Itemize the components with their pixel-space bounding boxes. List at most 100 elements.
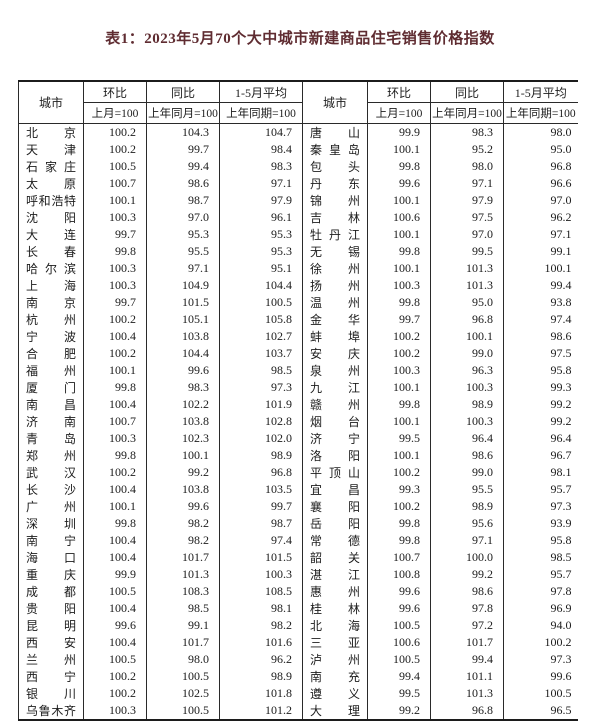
city-name: 天津	[26, 143, 76, 157]
index-value-cell: 99.7	[146, 141, 220, 158]
index-value-cell: 103.8	[146, 328, 220, 345]
index-value-cell: 99.2	[367, 702, 431, 720]
city-name-cell: 长沙	[18, 481, 84, 498]
city-name-cell: 石家庄	[18, 158, 84, 175]
index-value-cell: 97.5	[503, 345, 578, 362]
index-value-cell: 99.8	[83, 447, 147, 464]
city-name: 安庆	[310, 347, 360, 361]
index-value-cell: 100.6	[367, 209, 431, 226]
table-row: 天津 100.2 99.7 98.4 秦皇岛 100.1 95.2 95.0	[18, 141, 578, 158]
city-name-cell: 南京	[18, 294, 84, 311]
table-row: 北京 100.2 104.3 104.7 唐山 99.9 98.3 98.0	[18, 123, 578, 141]
city-name: 上海	[26, 279, 76, 293]
index-value-cell: 100.2	[367, 498, 431, 515]
index-value-cell: 99.8	[83, 243, 147, 260]
city-name-cell: 合肥	[18, 345, 84, 362]
city-name: 长沙	[26, 483, 76, 497]
city-name: 合肥	[26, 347, 76, 361]
index-value-cell: 97.8	[503, 583, 578, 600]
city-name: 石家庄	[26, 160, 76, 174]
table-row: 深圳 99.8 98.2 98.7 岳阳 99.8 95.6 93.9	[18, 515, 578, 532]
index-value-cell: 99.8	[367, 396, 431, 413]
table-row: 南京 99.7 101.5 100.5 温州 99.8 95.0 93.8	[18, 294, 578, 311]
index-value-cell: 98.5	[503, 549, 578, 566]
city-name-cell: 郑州	[18, 447, 84, 464]
city-name-cell: 烟台	[302, 413, 368, 430]
index-value-cell: 96.8	[430, 311, 504, 328]
index-value-cell: 99.6	[83, 617, 147, 634]
table-row: 太原 100.7 98.6 97.1 丹东 99.6 97.1 96.6	[18, 175, 578, 192]
header-yoy-base-right: 上年同月=100	[430, 102, 504, 124]
index-value-cell: 100.1	[367, 226, 431, 243]
table-row: 杭州 100.2 105.1 105.8 金华 99.7 96.8 97.4	[18, 311, 578, 328]
city-name-cell: 长春	[18, 243, 84, 260]
index-value-cell: 100.5	[219, 294, 303, 311]
index-value-cell: 98.2	[146, 532, 220, 549]
index-value-cell: 99.8	[367, 515, 431, 532]
table-title: 表1：2023年5月70个大中城市新建商品住宅销售价格指数	[105, 31, 495, 47]
index-value-cell: 98.9	[430, 396, 504, 413]
city-name: 福州	[26, 364, 76, 378]
city-name: 大理	[310, 704, 360, 718]
index-value-cell: 100.3	[367, 362, 431, 379]
city-name-cell: 韶关	[302, 549, 368, 566]
index-value-cell: 97.2	[430, 617, 504, 634]
city-name-cell: 广州	[18, 498, 84, 515]
index-value-cell: 97.1	[430, 175, 504, 192]
city-name: 海口	[26, 551, 76, 565]
city-name: 湛江	[310, 568, 360, 582]
city-name-cell: 太原	[18, 175, 84, 192]
table-row: 成都 100.5 108.3 108.5 惠州 99.6 98.6 97.8	[18, 583, 578, 600]
table-row: 武汉 100.2 99.2 96.8 平顶山 100.2 99.0 98.1	[18, 464, 578, 481]
city-name-cell: 泸州	[302, 651, 368, 668]
city-name-cell: 北海	[302, 617, 368, 634]
index-value-cell: 97.9	[430, 192, 504, 209]
index-value-cell: 99.0	[430, 464, 504, 481]
index-value-cell: 104.7	[219, 123, 303, 141]
city-name-cell: 蚌埠	[302, 328, 368, 345]
index-value-cell: 100.7	[367, 549, 431, 566]
index-value-cell: 100.5	[83, 583, 147, 600]
city-name: 贵阳	[26, 602, 76, 616]
index-value-cell: 100.5	[83, 651, 147, 668]
index-value-cell: 100.6	[367, 634, 431, 651]
index-value-cell: 100.2	[83, 141, 147, 158]
index-value-cell: 97.4	[503, 311, 578, 328]
index-value-cell: 105.1	[146, 311, 220, 328]
index-value-cell: 97.1	[219, 175, 303, 192]
index-value-cell: 108.3	[146, 583, 220, 600]
index-value-cell: 100.5	[503, 685, 578, 702]
index-value-cell: 95.7	[503, 566, 578, 583]
city-name-cell: 温州	[302, 294, 368, 311]
city-name-cell: 大理	[302, 702, 368, 720]
city-name: 常德	[310, 534, 360, 548]
city-name-cell: 吉林	[302, 209, 368, 226]
city-name-cell: 海口	[18, 549, 84, 566]
city-name: 北京	[26, 126, 76, 140]
city-name-cell: 扬州	[302, 277, 368, 294]
header-mom-right: 环比	[367, 81, 431, 103]
index-value-cell: 99.5	[367, 685, 431, 702]
index-value-cell: 96.4	[430, 430, 504, 447]
index-value-cell: 95.7	[503, 481, 578, 498]
table-header: 城市 环比 同比 1-5月平均 城市 环比 同比 1-5月平均 上月=100 上…	[18, 81, 578, 124]
index-value-cell: 102.5	[146, 685, 220, 702]
city-name-cell: 宁波	[18, 328, 84, 345]
index-value-cell: 100.1	[367, 260, 431, 277]
index-value-cell: 95.8	[503, 362, 578, 379]
city-name-cell: 银川	[18, 685, 84, 702]
city-name-cell: 湛江	[302, 566, 368, 583]
index-value-cell: 101.7	[146, 634, 220, 651]
index-value-cell: 99.8	[367, 532, 431, 549]
header-mom-base-left: 上月=100	[83, 102, 147, 124]
city-name-cell: 常德	[302, 532, 368, 549]
city-name: 扬州	[310, 279, 360, 293]
index-value-cell: 102.0	[219, 430, 303, 447]
header-yoy-right: 同比	[430, 81, 504, 103]
index-value-cell: 97.3	[503, 498, 578, 515]
city-name-cell: 济宁	[302, 430, 368, 447]
city-name-cell: 岳阳	[302, 515, 368, 532]
index-value-cell: 97.1	[146, 260, 220, 277]
index-value-cell: 98.2	[146, 515, 220, 532]
header-avg-base-left: 上年同期=100	[219, 102, 303, 124]
